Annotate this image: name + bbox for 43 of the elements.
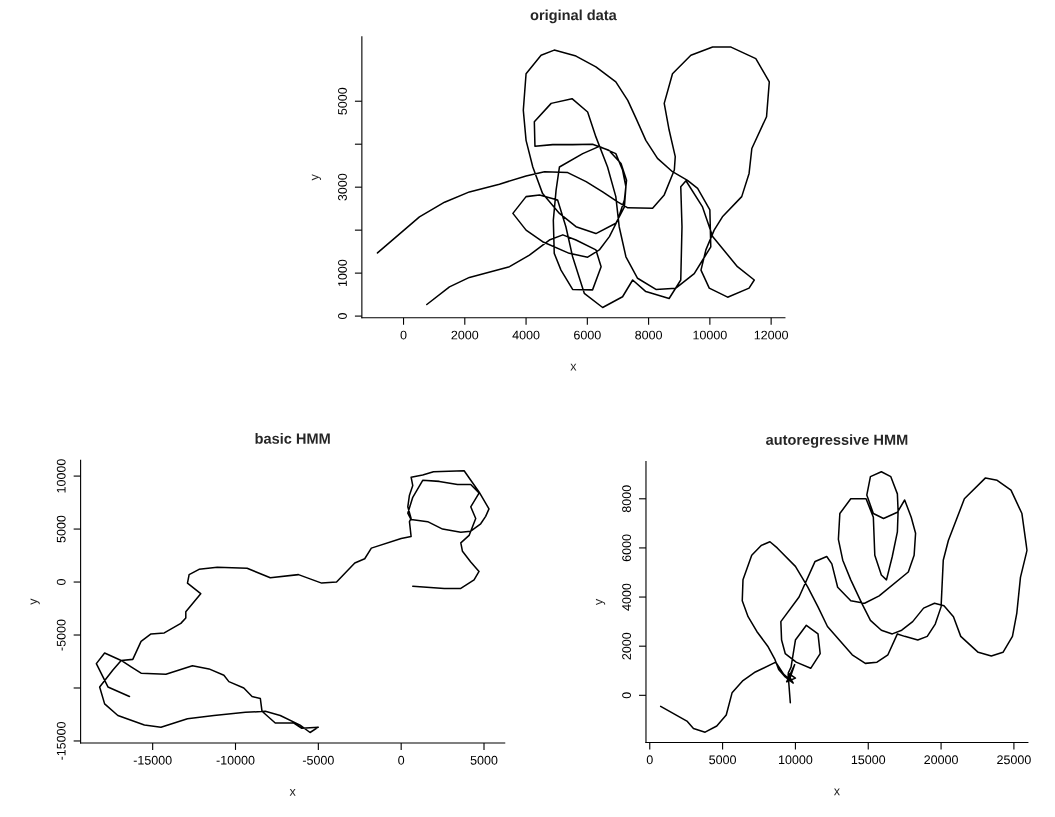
chart-title: basic HMM <box>255 433 330 444</box>
line-series <box>659 470 1028 733</box>
y-axis-title: y <box>595 598 606 606</box>
y-axis-title: y <box>30 598 40 605</box>
y-tick-label: 6000 <box>622 534 632 562</box>
x-tick-label: -5000 <box>302 755 334 765</box>
x-tick-label: 0 <box>400 330 407 340</box>
x-axis-title: x <box>289 789 296 796</box>
x-tick-label: 10000 <box>693 330 727 340</box>
x-axis-title: x <box>570 363 577 371</box>
chart-title: original data <box>530 9 617 24</box>
y-tick-label: 5000 <box>56 515 66 543</box>
x-tick-label: 5000 <box>709 755 737 765</box>
x-tick-label: 20000 <box>924 755 958 765</box>
y-tick-label: 8000 <box>622 485 632 513</box>
y-axis-title: y <box>311 174 322 181</box>
x-tick-label: 25000 <box>997 755 1031 765</box>
y-tick-label: 3000 <box>338 173 347 201</box>
line-series <box>376 46 771 309</box>
x-tick-label: -10000 <box>216 755 255 765</box>
y-tick-label: 0 <box>56 579 66 586</box>
y-tick-label: 0 <box>622 692 632 699</box>
x-tick-label: 15000 <box>851 755 886 765</box>
x-tick-label: -15000 <box>133 755 172 765</box>
line-series <box>95 470 490 734</box>
x-tick-label: 5000 <box>470 755 498 765</box>
y-tick-label: 5000 <box>338 87 347 115</box>
x-tick-label: 10000 <box>778 755 813 765</box>
x-tick-label: 0 <box>646 755 653 765</box>
x-tick-label: 0 <box>398 755 405 765</box>
y-tick-label: 4000 <box>622 583 632 611</box>
y-tick-label: 1000 <box>338 259 347 287</box>
chart-title: autoregressive HMM <box>766 434 908 448</box>
y-tick-label: -5000 <box>56 619 66 651</box>
x-tick-label: 12000 <box>754 330 789 340</box>
y-tick-label: 0 <box>338 313 347 320</box>
y-tick-label: 2000 <box>622 632 632 660</box>
x-tick-label: 8000 <box>635 330 663 340</box>
x-tick-label: 4000 <box>512 330 540 340</box>
y-tick-label: 10000 <box>56 459 66 493</box>
x-tick-label: 6000 <box>574 330 601 340</box>
x-axis-title: x <box>833 788 840 796</box>
x-tick-label: 2000 <box>451 330 479 340</box>
